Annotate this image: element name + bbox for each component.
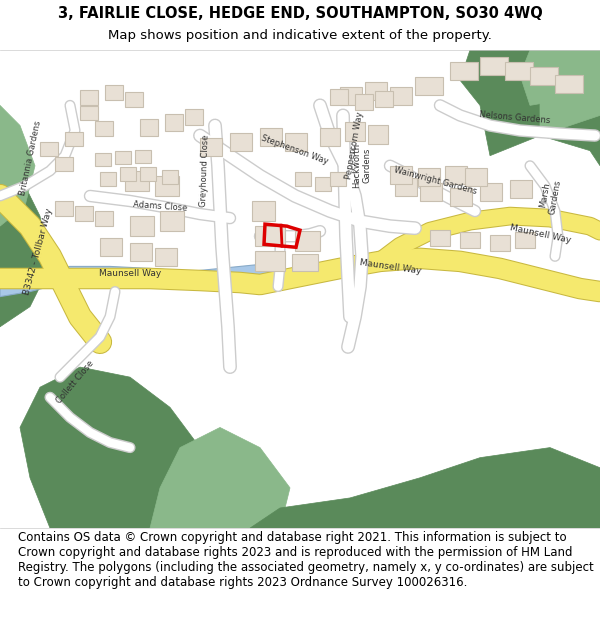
- Polygon shape: [285, 132, 307, 151]
- Polygon shape: [295, 172, 311, 186]
- Polygon shape: [330, 89, 348, 106]
- Polygon shape: [75, 206, 93, 221]
- Text: Contains OS data © Crown copyright and database right 2021. This information is : Contains OS data © Crown copyright and d…: [18, 531, 594, 589]
- Polygon shape: [95, 121, 113, 136]
- Polygon shape: [130, 216, 154, 236]
- Polygon shape: [460, 232, 480, 248]
- Polygon shape: [230, 132, 252, 151]
- Polygon shape: [55, 157, 73, 171]
- Polygon shape: [415, 77, 443, 95]
- Text: Adams Close: Adams Close: [133, 199, 187, 212]
- Polygon shape: [418, 168, 440, 186]
- Polygon shape: [330, 172, 346, 186]
- Polygon shape: [365, 82, 387, 101]
- Polygon shape: [140, 119, 158, 136]
- Polygon shape: [555, 75, 583, 93]
- Polygon shape: [100, 172, 116, 186]
- Polygon shape: [130, 243, 152, 261]
- Polygon shape: [375, 91, 393, 108]
- Polygon shape: [355, 94, 373, 111]
- Polygon shape: [510, 180, 532, 198]
- Polygon shape: [430, 230, 450, 246]
- Polygon shape: [480, 183, 502, 201]
- Polygon shape: [80, 106, 98, 121]
- Text: Collett Close: Collett Close: [55, 359, 95, 406]
- Polygon shape: [515, 232, 535, 248]
- Polygon shape: [490, 235, 510, 251]
- Polygon shape: [55, 201, 73, 216]
- Text: B3342 - Tollbar Way: B3342 - Tollbar Way: [22, 207, 54, 296]
- Polygon shape: [135, 149, 151, 162]
- Polygon shape: [340, 88, 362, 106]
- Polygon shape: [120, 167, 136, 181]
- Polygon shape: [450, 62, 478, 80]
- Polygon shape: [465, 168, 487, 186]
- Polygon shape: [450, 188, 472, 206]
- Polygon shape: [530, 67, 558, 85]
- Polygon shape: [80, 90, 98, 106]
- Polygon shape: [155, 248, 177, 266]
- Polygon shape: [125, 92, 143, 108]
- Polygon shape: [95, 211, 113, 226]
- Polygon shape: [185, 109, 203, 126]
- Polygon shape: [100, 238, 122, 256]
- Text: Hackworth
Gardens: Hackworth Gardens: [352, 143, 372, 188]
- Polygon shape: [252, 201, 275, 221]
- Polygon shape: [140, 167, 156, 181]
- Polygon shape: [292, 254, 318, 271]
- Polygon shape: [368, 126, 388, 144]
- Text: Maunsell Way: Maunsell Way: [509, 223, 571, 245]
- Polygon shape: [155, 176, 179, 196]
- Polygon shape: [260, 127, 282, 146]
- Polygon shape: [390, 88, 412, 106]
- Polygon shape: [390, 166, 412, 184]
- Polygon shape: [165, 114, 183, 131]
- Polygon shape: [505, 62, 533, 80]
- Polygon shape: [255, 226, 285, 246]
- Polygon shape: [162, 170, 178, 184]
- Polygon shape: [40, 142, 58, 156]
- Text: Maunsell Way: Maunsell Way: [99, 269, 161, 278]
- Polygon shape: [250, 448, 600, 528]
- Polygon shape: [160, 211, 184, 231]
- Polygon shape: [445, 166, 467, 184]
- Text: Nelsons Gardens: Nelsons Gardens: [479, 110, 551, 125]
- Polygon shape: [150, 428, 290, 528]
- Polygon shape: [0, 166, 50, 327]
- Polygon shape: [395, 178, 417, 196]
- Text: Maunsell Way: Maunsell Way: [359, 258, 421, 275]
- Polygon shape: [115, 151, 131, 164]
- Polygon shape: [125, 171, 149, 191]
- Polygon shape: [65, 131, 83, 146]
- Text: Britannia Gardens: Britannia Gardens: [17, 119, 43, 196]
- Text: Peppercorn Way: Peppercorn Way: [344, 111, 365, 180]
- Polygon shape: [95, 152, 111, 166]
- Polygon shape: [480, 57, 508, 75]
- Polygon shape: [255, 251, 285, 271]
- Text: Marsh
Gardens: Marsh Gardens: [538, 177, 563, 215]
- Polygon shape: [345, 122, 365, 141]
- Polygon shape: [315, 177, 331, 191]
- Polygon shape: [320, 127, 340, 146]
- Text: Greyhound Close: Greyhound Close: [199, 134, 211, 207]
- Polygon shape: [295, 231, 320, 251]
- Polygon shape: [460, 50, 600, 166]
- Polygon shape: [105, 85, 123, 101]
- Polygon shape: [420, 183, 442, 201]
- Text: 3, FAIRLIE CLOSE, HEDGE END, SOUTHAMPTON, SO30 4WQ: 3, FAIRLIE CLOSE, HEDGE END, SOUTHAMPTON…: [58, 6, 542, 21]
- Polygon shape: [20, 367, 220, 528]
- Polygon shape: [520, 50, 600, 106]
- Polygon shape: [540, 50, 600, 136]
- Polygon shape: [0, 264, 300, 297]
- Text: Map shows position and indicative extent of the property.: Map shows position and indicative extent…: [108, 29, 492, 42]
- Text: Stephenson Way: Stephenson Way: [260, 133, 329, 166]
- Polygon shape: [0, 106, 35, 226]
- Polygon shape: [200, 138, 222, 156]
- Text: Wainwright Gardens: Wainwright Gardens: [392, 166, 478, 196]
